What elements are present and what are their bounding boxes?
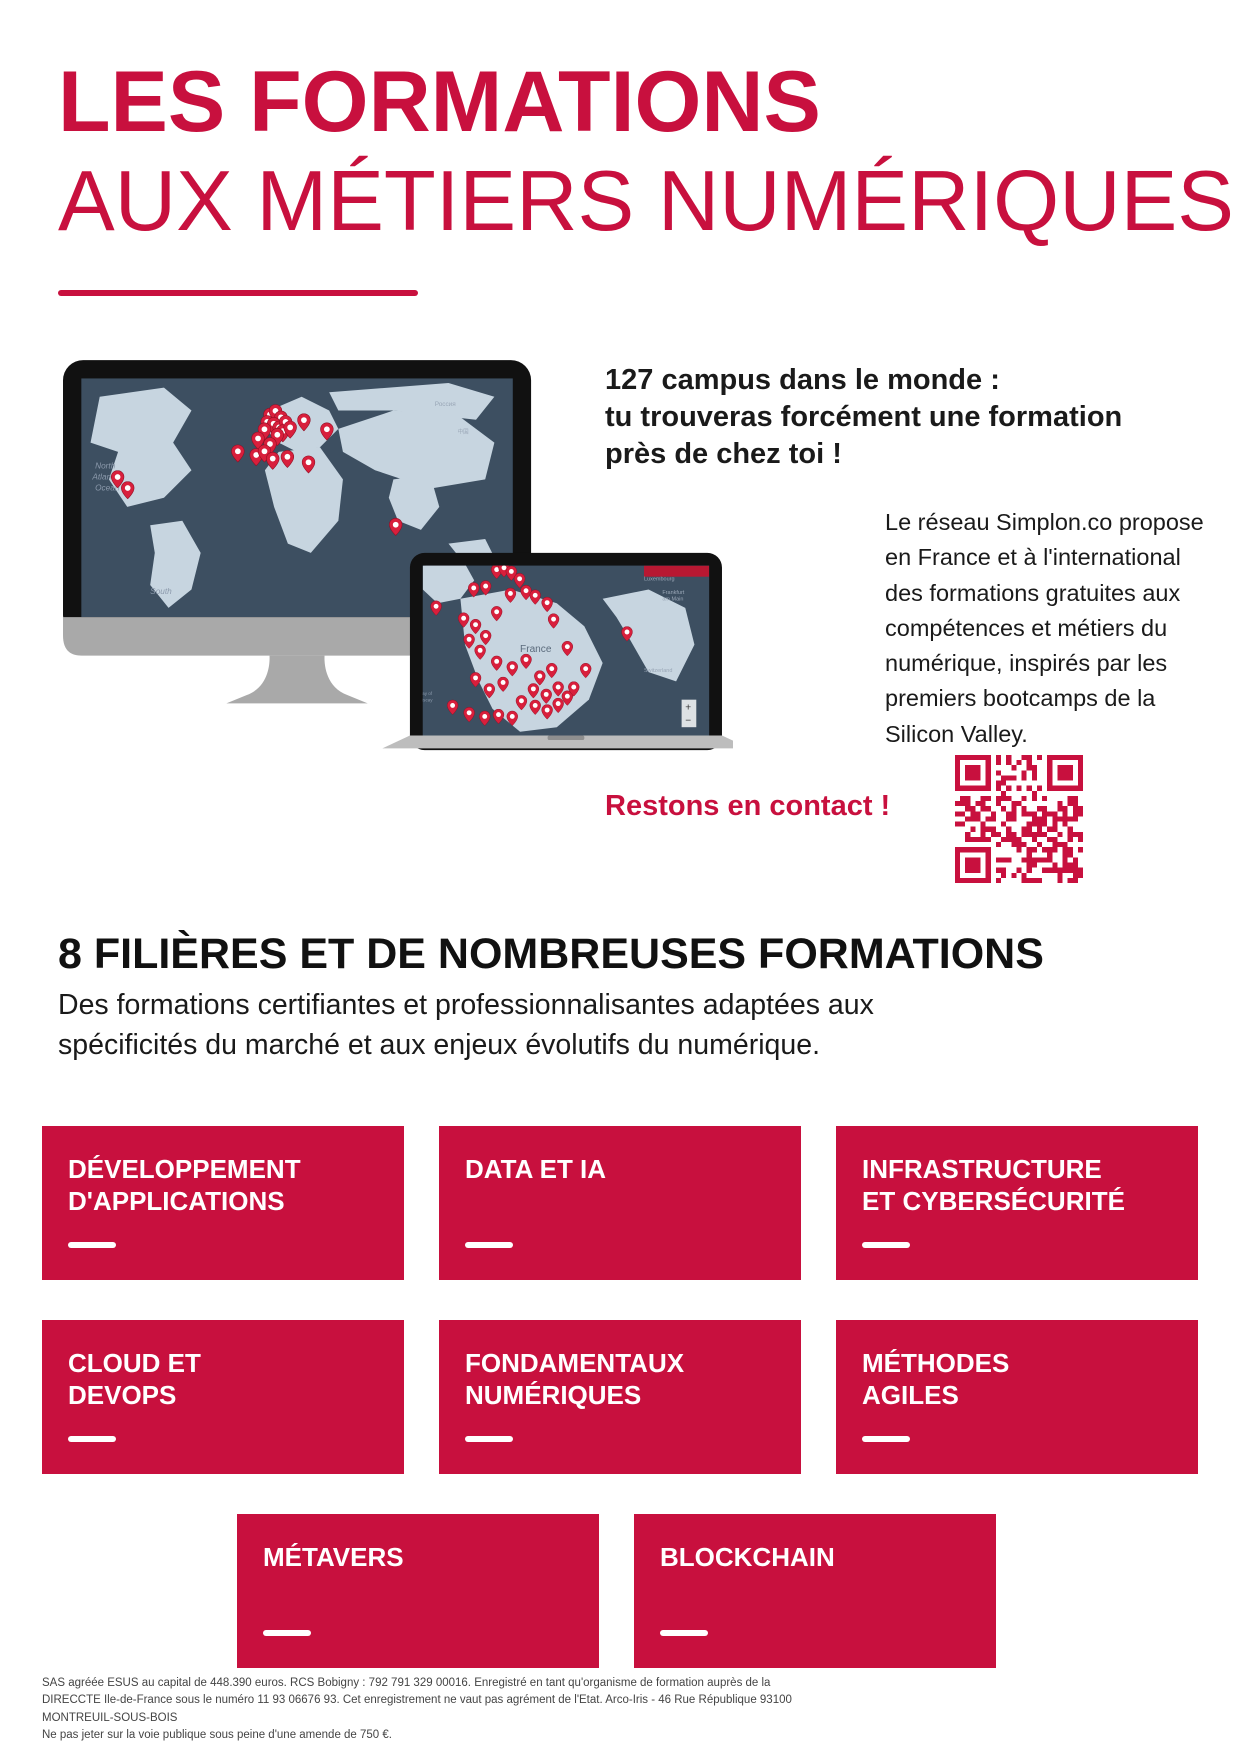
svg-text:Switzerland: Switzerland [644, 668, 672, 674]
svg-text:中国: 中国 [458, 428, 470, 436]
svg-text:South: South [150, 587, 172, 596]
svg-text:−: − [685, 716, 691, 727]
svg-text:Frankfurt: Frankfurt [662, 590, 684, 596]
svg-text:am Main: am Main [662, 597, 683, 603]
svg-text:Россия: Россия [435, 401, 457, 408]
svg-text:France: France [520, 644, 552, 655]
svg-text:North: North [95, 461, 116, 470]
svg-text:+: + [685, 703, 691, 714]
svg-text:Luxembourg: Luxembourg [644, 576, 675, 582]
